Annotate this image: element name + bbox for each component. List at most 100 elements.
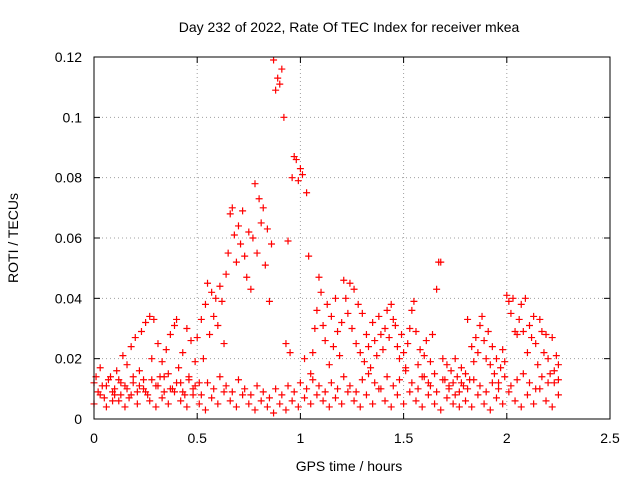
- data-point: [313, 306, 321, 314]
- data-point: [251, 406, 259, 414]
- x-tick-labels: 0 0.5 1 1.5 2 2.5: [90, 430, 620, 446]
- data-point: [379, 346, 387, 354]
- data-point: [443, 394, 451, 402]
- data-point: [365, 343, 373, 351]
- data-point: [249, 234, 257, 242]
- data-point: [119, 352, 127, 360]
- data-point: [387, 403, 395, 411]
- data-point: [265, 297, 273, 305]
- data-point: [166, 385, 174, 393]
- data-point: [208, 394, 216, 402]
- data-point: [131, 334, 139, 342]
- data-point: [331, 394, 339, 402]
- data-point: [548, 334, 556, 342]
- data-point: [259, 204, 267, 212]
- data-point: [160, 373, 168, 381]
- data-point: [350, 285, 358, 293]
- data-point: [495, 385, 503, 393]
- data-point: [530, 400, 538, 408]
- data-point: [327, 379, 335, 387]
- data-point: [476, 321, 484, 329]
- data-point: [395, 355, 403, 363]
- y-axis-label: ROTI / TECUs: [5, 193, 21, 283]
- data-point: [179, 349, 187, 357]
- data-point: [532, 385, 540, 393]
- data-point: [439, 376, 447, 384]
- data-point: [478, 312, 486, 320]
- data-point: [321, 388, 329, 396]
- data-point: [381, 325, 389, 332]
- data-point: [253, 382, 261, 390]
- data-point: [282, 406, 290, 414]
- data-point: [288, 397, 296, 405]
- data-point: [470, 358, 478, 366]
- data-point: [309, 376, 317, 384]
- data-point: [315, 273, 323, 281]
- data-point: [528, 334, 536, 342]
- data-point: [369, 318, 377, 326]
- data-point: [160, 388, 168, 396]
- y-tick-label: 0.1: [63, 109, 83, 125]
- data-point: [142, 318, 150, 326]
- data-point: [272, 86, 280, 94]
- data-point: [129, 379, 137, 387]
- data-point: [474, 391, 482, 399]
- data-point: [344, 388, 352, 396]
- data-point: [311, 325, 319, 332]
- data-point: [121, 403, 129, 411]
- data-point: [480, 400, 488, 408]
- data-point: [230, 231, 238, 239]
- data-point: [408, 306, 416, 314]
- data-point: [323, 300, 331, 308]
- data-point: [331, 294, 339, 302]
- data-point: [554, 376, 562, 384]
- data-point: [437, 258, 445, 266]
- data-point: [348, 325, 356, 332]
- data-point: [329, 343, 337, 351]
- data-point: [519, 328, 527, 336]
- data-point: [503, 291, 511, 299]
- data-point: [418, 403, 426, 411]
- data-point: [133, 400, 141, 408]
- x-tick-label: 2: [503, 430, 511, 446]
- data-point: [344, 309, 352, 317]
- data-point: [140, 376, 148, 384]
- data-point: [222, 270, 230, 278]
- data-point: [414, 385, 422, 393]
- data-point: [296, 165, 304, 173]
- data-point: [552, 352, 560, 360]
- data-point: [129, 373, 137, 381]
- data-point: [201, 300, 209, 308]
- data-point: [346, 382, 354, 390]
- data-point: [173, 315, 181, 323]
- data-point: [443, 361, 451, 369]
- data-point: [278, 65, 286, 73]
- data-point: [228, 388, 236, 396]
- data-point: [303, 385, 311, 393]
- data-point: [245, 228, 253, 236]
- plot-frame: [93, 56, 611, 420]
- data-point: [265, 394, 273, 402]
- data-point: [406, 388, 414, 396]
- data-point: [484, 328, 492, 336]
- data-point: [226, 210, 234, 218]
- data-point: [102, 403, 110, 411]
- data-point: [336, 352, 344, 360]
- data-point: [154, 340, 162, 348]
- data-point: [474, 349, 482, 357]
- data-point: [389, 315, 397, 323]
- data-point: [309, 349, 317, 357]
- data-point: [232, 258, 240, 266]
- data-point: [152, 403, 160, 411]
- data-point: [437, 406, 445, 414]
- data-point: [507, 309, 515, 317]
- data-point: [383, 373, 391, 381]
- data-point: [228, 204, 236, 212]
- data-point: [158, 394, 166, 402]
- data-point: [175, 364, 183, 372]
- data-point: [115, 397, 123, 405]
- data-point: [517, 300, 525, 308]
- data-point: [142, 388, 150, 396]
- data-point: [470, 376, 478, 384]
- data-point: [220, 340, 228, 348]
